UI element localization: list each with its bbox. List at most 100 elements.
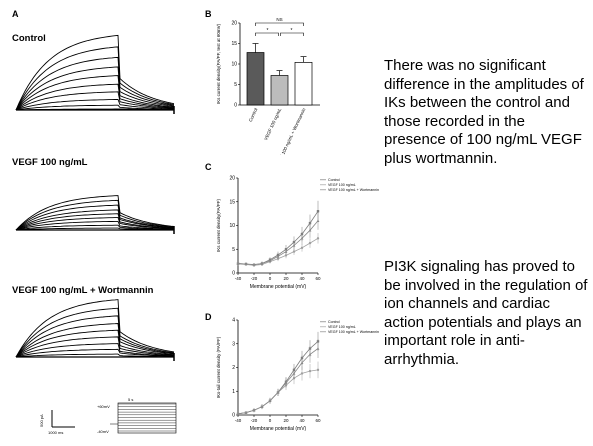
data-point bbox=[300, 246, 304, 250]
data-point bbox=[260, 262, 264, 265]
panel-b-letter: B bbox=[205, 9, 212, 19]
x-axis-label: Membrane potential (mV) bbox=[250, 284, 307, 290]
data-point bbox=[284, 250, 288, 253]
data-point bbox=[236, 262, 240, 265]
current-trace bbox=[15, 307, 175, 358]
data-point bbox=[308, 228, 312, 232]
y-tick-label: 0 bbox=[232, 271, 235, 277]
bar bbox=[270, 75, 289, 106]
y-axis-label: IKs current density(PA/PF, test at 60mV) bbox=[216, 23, 221, 104]
condition-wortmannin-label: VEGF 100 ng/mL + Wortmannin bbox=[12, 285, 154, 296]
y-tick-label: 5 bbox=[234, 82, 237, 88]
sig-bracket-2 bbox=[280, 32, 304, 36]
series-line bbox=[237, 341, 319, 415]
data-point bbox=[292, 372, 296, 375]
data-point bbox=[316, 237, 320, 240]
data-point bbox=[300, 361, 304, 364]
data-point bbox=[308, 241, 312, 245]
y-tick-label: 1 bbox=[232, 389, 235, 395]
x-tick-label: 60 bbox=[315, 276, 321, 281]
sig-bracket-1 bbox=[255, 32, 279, 36]
x-tick-label: -40 bbox=[235, 418, 242, 423]
data-point bbox=[268, 259, 272, 262]
chart-b-bar: 0 5 10 15 20 IKs current density(PA/PF, test … bbox=[216, 17, 320, 155]
data-point bbox=[260, 405, 264, 408]
condition-vegf-label: VEGF 100 ng/mL bbox=[12, 157, 88, 168]
x-tick-label: Control bbox=[248, 107, 259, 122]
current-trace bbox=[15, 56, 175, 111]
x-tick-label: 20 bbox=[283, 418, 289, 423]
sig-bracket-ns bbox=[255, 22, 304, 26]
sig-label-star: * bbox=[267, 28, 269, 34]
current-trace bbox=[15, 204, 175, 231]
current-trace bbox=[15, 209, 175, 231]
panel-d-letter: D bbox=[205, 312, 212, 322]
data-point bbox=[316, 219, 320, 222]
protocol-top-label: +60mV bbox=[97, 404, 110, 409]
voltage-protocol bbox=[110, 402, 177, 434]
y-tick-label: 3 bbox=[232, 341, 235, 347]
legend-label: Control bbox=[328, 320, 340, 324]
paragraph-ns-difference: There was no significant difference in t… bbox=[384, 57, 584, 167]
current-trace bbox=[15, 199, 175, 231]
legend-label: Control bbox=[328, 178, 340, 182]
y-tick-label: 4 bbox=[232, 318, 235, 324]
data-point bbox=[300, 372, 304, 375]
data-point bbox=[284, 381, 288, 385]
bar bbox=[246, 52, 265, 106]
x-tick-label: -20 bbox=[251, 276, 258, 281]
current-trace bbox=[15, 299, 175, 358]
scale-current-label: 500 pA bbox=[39, 414, 44, 427]
y-tick-label: 20 bbox=[229, 176, 235, 182]
x-tick-label: 40 bbox=[299, 276, 305, 281]
current-trace bbox=[15, 46, 175, 111]
sig-label-ns: NS bbox=[276, 17, 282, 22]
x-tick-label: 0 bbox=[269, 418, 272, 423]
current-trace bbox=[15, 75, 175, 111]
data-point bbox=[252, 263, 256, 266]
current-trace bbox=[15, 220, 175, 231]
protocol-duration-label: 5 s bbox=[128, 397, 133, 402]
series-line bbox=[237, 348, 319, 415]
y-tick-label: 2 bbox=[232, 365, 235, 371]
panel-a-letter: A bbox=[12, 9, 19, 19]
current-trace bbox=[15, 217, 175, 231]
data-point bbox=[292, 244, 296, 247]
bar bbox=[294, 62, 313, 106]
data-point bbox=[292, 250, 296, 253]
x-tick-label: 20 bbox=[283, 276, 289, 281]
current-trace bbox=[15, 315, 175, 358]
current-trace bbox=[15, 195, 175, 231]
current-traces: 500 pA 1000 ms +60mV -40mV 5 s bbox=[15, 34, 177, 435]
data-point bbox=[276, 254, 280, 258]
x-tick-label: -20 bbox=[251, 418, 258, 423]
protocol-box bbox=[117, 402, 177, 434]
panel-c-letter: C bbox=[205, 162, 212, 172]
y-axis-label: IKs-tail current density (PA/PF) bbox=[216, 336, 221, 398]
y-tick-label: 15 bbox=[229, 199, 235, 205]
current-trace bbox=[15, 104, 175, 111]
data-point bbox=[244, 262, 248, 266]
data-point bbox=[308, 353, 312, 356]
legend-label: VEGF 100 ng/mL bbox=[328, 325, 356, 329]
data-point bbox=[244, 411, 248, 414]
current-trace bbox=[15, 336, 175, 358]
y-tick-label: 10 bbox=[231, 62, 237, 68]
sig-label-star: * bbox=[291, 28, 293, 34]
current-trace bbox=[15, 343, 175, 358]
y-axis-label: IKs current density(PA/PF) bbox=[216, 199, 221, 252]
current-trace bbox=[15, 213, 175, 231]
data-point bbox=[252, 408, 256, 412]
y-tick-label: 0 bbox=[232, 413, 235, 419]
x-tick-label: 60 bbox=[315, 418, 321, 423]
current-trace bbox=[15, 83, 175, 111]
x-tick-label: 0 bbox=[269, 276, 272, 281]
legend-label: VEGF 100 ng/mL + Wortmannin bbox=[328, 188, 379, 192]
data-point bbox=[316, 368, 320, 372]
paragraph-pi3k: PI3K signaling has proved to be involved… bbox=[384, 258, 588, 368]
data-point bbox=[308, 369, 312, 373]
current-trace bbox=[15, 348, 175, 358]
current-trace bbox=[15, 224, 175, 231]
legend-label: VEGF 100 ng/mL bbox=[328, 183, 356, 187]
x-tick-label: 40 bbox=[299, 418, 305, 423]
